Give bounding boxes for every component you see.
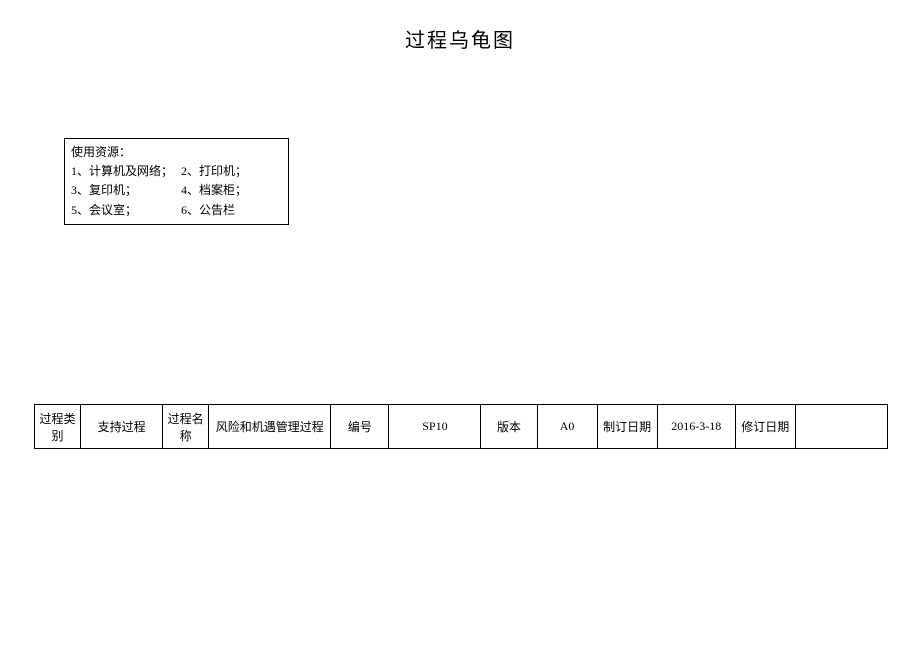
label-revise-date: 修订日期 <box>735 405 795 449</box>
resource-item: 5、会议室； <box>71 201 181 220</box>
resource-item: 3、复印机； <box>71 181 181 200</box>
value-revise-date <box>795 405 887 449</box>
label-process-name: 过程名称 <box>163 405 209 449</box>
value-code: SP10 <box>389 405 481 449</box>
page-title: 过程乌龟图 <box>0 0 920 53</box>
resource-box: 使用资源： 1、计算机及网络； 2、打印机； 3、复印机； 4、档案柜； 5、会… <box>64 138 289 225</box>
label-create-date: 制订日期 <box>597 405 657 449</box>
resource-row: 5、会议室； 6、公告栏 <box>71 201 282 220</box>
value-process-name: 风险和机遇管理过程 <box>209 405 331 449</box>
resource-item: 1、计算机及网络； <box>71 162 181 181</box>
resource-header: 使用资源： <box>71 143 282 162</box>
value-version: A0 <box>537 405 597 449</box>
label-code: 编号 <box>331 405 389 449</box>
label-version: 版本 <box>481 405 537 449</box>
info-table: 过程类别 支持过程 过程名称 风险和机遇管理过程 编号 SP10 版本 A0 制… <box>34 404 888 449</box>
resource-item: 4、档案柜； <box>181 181 282 200</box>
label-process-category: 过程类别 <box>35 405 81 449</box>
resource-item: 2、打印机； <box>181 162 282 181</box>
value-process-category: 支持过程 <box>81 405 163 449</box>
resource-row: 3、复印机； 4、档案柜； <box>71 181 282 200</box>
resource-item: 6、公告栏 <box>181 201 282 220</box>
table-row: 过程类别 支持过程 过程名称 风险和机遇管理过程 编号 SP10 版本 A0 制… <box>35 405 888 449</box>
resource-row: 1、计算机及网络； 2、打印机； <box>71 162 282 181</box>
value-create-date: 2016-3-18 <box>657 405 735 449</box>
